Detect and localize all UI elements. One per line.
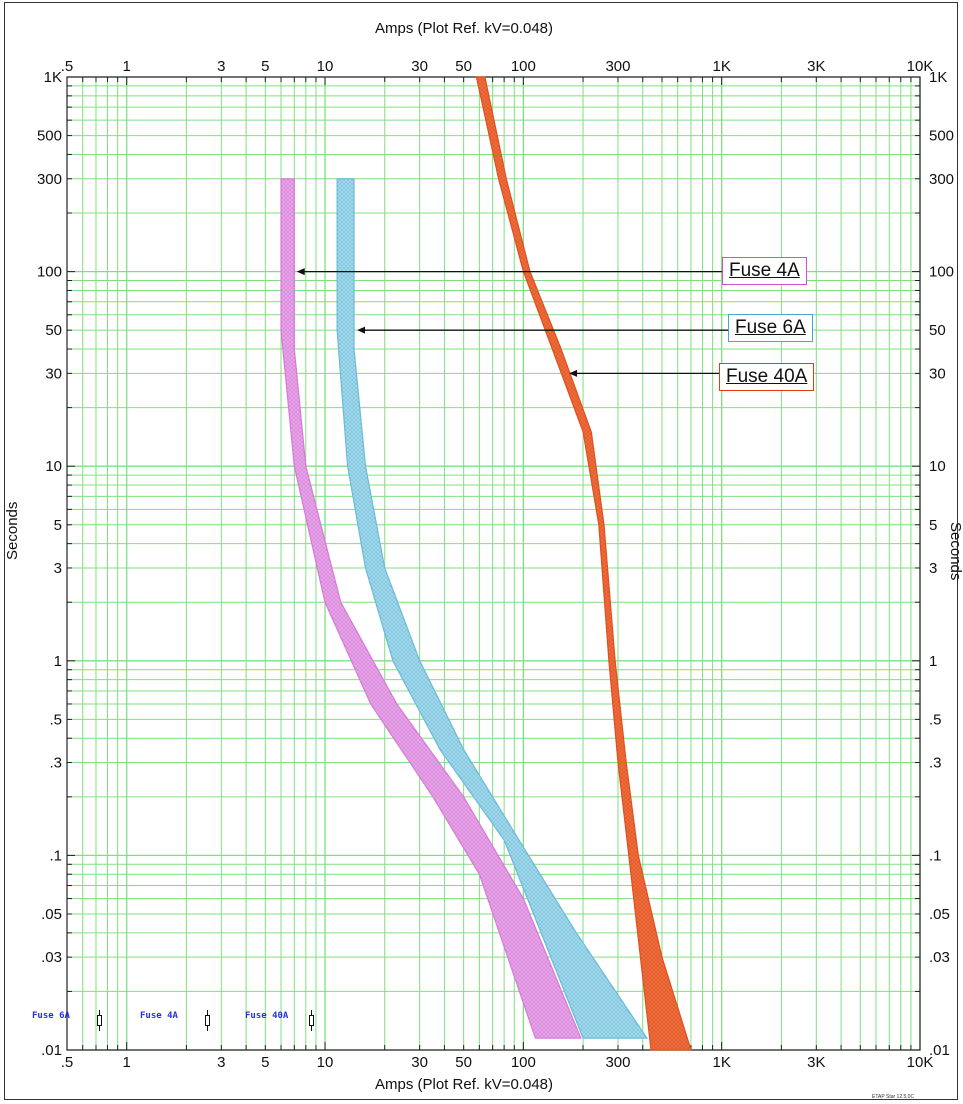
y-tick-label-left: .3 <box>49 755 62 772</box>
x-tick-label-top: 100 <box>511 58 536 75</box>
x-tick-label-bottom: 5 <box>261 1054 269 1071</box>
annotation-fuse-40a: Fuse 40A <box>719 363 815 391</box>
y-tick-label-right: 50 <box>929 322 946 339</box>
x-tick-label-top: 3K <box>807 58 825 75</box>
x-tick-label-top: 1 <box>123 58 131 75</box>
x-tick-label-bottom: 50 <box>455 1054 472 1071</box>
x-tick-label-top: 1K <box>712 58 730 75</box>
footer-note: ETAP Star 12.5.0C <box>872 1094 915 1100</box>
y-tick-label-left: 50 <box>45 322 62 339</box>
y-tick-label-left: 10 <box>45 458 62 475</box>
x-tick-label-bottom: 10K <box>907 1054 934 1071</box>
bottom-legend-fuse-4a-label: Fuse 4A <box>140 1011 178 1021</box>
y-tick-label-left: .03 <box>41 949 62 966</box>
annotation-arrows <box>296 268 728 377</box>
y-tick-label-right: 100 <box>929 264 954 281</box>
plot-border <box>66 76 921 1051</box>
fuse-symbol-icon <box>309 1010 314 1031</box>
x-tick-label-bottom: 100 <box>511 1054 536 1071</box>
x-tick-label-top: 10K <box>907 58 934 75</box>
x-tick-label-bottom: 30 <box>411 1054 428 1071</box>
y-tick-label-right: 5 <box>929 517 937 534</box>
fuse-symbol-icon <box>205 1010 210 1031</box>
y-tick-label-left: 500 <box>37 128 62 145</box>
y-tick-label-right: .05 <box>929 906 950 923</box>
x-tick-label-bottom: 3K <box>807 1054 825 1071</box>
x-tick-label-top: 30 <box>411 58 428 75</box>
y-tick-label-right: .5 <box>929 711 942 728</box>
tick-labels: .5 .5 1 1 3 3 5 5 10 10 30 30 50 50 100 100 300 300 1K 1K 3K… <box>37 58 954 1071</box>
y-tick-label-left: .05 <box>41 906 62 923</box>
y-tick-label-right: .01 <box>929 1042 950 1059</box>
y-tick-label-right: 300 <box>929 171 954 188</box>
y-tick-label-left: .5 <box>49 711 62 728</box>
y-tick-label-right: .1 <box>929 847 942 864</box>
x-tick-label-top: .5 <box>61 58 74 75</box>
y-tick-label-left: .1 <box>49 847 62 864</box>
x-tick-label-top: 50 <box>455 58 472 75</box>
x-tick-label-bottom: .5 <box>61 1054 74 1071</box>
fuse-4a-band <box>280 178 582 1039</box>
annotation-fuse-4a: Fuse 4A <box>722 257 807 285</box>
y-tick-label-right: 3 <box>929 560 937 577</box>
x-tick-label-bottom: 300 <box>605 1054 630 1071</box>
y-tick-label-right: 500 <box>929 128 954 145</box>
y-tick-label-left: .01 <box>41 1042 62 1059</box>
x-axis-title-bottom: Amps (Plot Ref. kV=0.048) <box>375 1076 553 1093</box>
fuse-6a-arrowhead <box>357 326 366 334</box>
fuse-40a-arrowhead <box>569 369 578 377</box>
x-axis-title-top: Amps (Plot Ref. kV=0.048) <box>375 20 553 37</box>
fuse-symbol-icon <box>97 1010 102 1031</box>
y-axis-title-left: Seconds <box>4 501 21 560</box>
y-tick-label-right: .03 <box>929 949 950 966</box>
y-tick-label-right: 10 <box>929 458 946 475</box>
y-tick-label-left: 1K <box>44 69 62 86</box>
fuse-6a-band <box>336 178 649 1039</box>
y-tick-label-right: 30 <box>929 365 946 382</box>
fuse-4a-arrowhead <box>296 268 305 276</box>
x-tick-label-bottom: 1K <box>712 1054 730 1071</box>
y-tick-label-left: 30 <box>45 365 62 382</box>
y-tick-label-left: 300 <box>37 171 62 188</box>
plot-frame <box>4 2 958 1100</box>
x-tick-label-bottom: 1 <box>123 1054 131 1071</box>
annotation-fuse-6a: Fuse 6A <box>728 314 813 342</box>
y-axis-title-right: Seconds <box>947 522 963 581</box>
y-tick-label-left: 3 <box>54 560 62 577</box>
y-tick-label-left: 1 <box>54 653 62 670</box>
x-tick-label-top: 10 <box>317 58 334 75</box>
y-tick-label-left: 5 <box>54 517 62 534</box>
x-tick-label-top: 300 <box>605 58 630 75</box>
x-tick-label-top: 3 <box>217 58 225 75</box>
y-tick-label-left: 100 <box>37 264 62 281</box>
y-tick-label-right: .3 <box>929 755 942 772</box>
x-tick-label-top: 5 <box>261 58 269 75</box>
y-tick-label-right: 1K <box>929 69 947 86</box>
x-tick-label-bottom: 10 <box>317 1054 334 1071</box>
bottom-legend-fuse-40a-label: Fuse 40A <box>245 1011 289 1021</box>
bottom-legend-fuse-6a-label: Fuse 6A <box>32 1011 70 1021</box>
fuse-40a-band <box>475 76 692 1051</box>
x-tick-label-bottom: 3 <box>217 1054 225 1071</box>
fuse-bands <box>280 76 692 1051</box>
y-tick-label-right: 1 <box>929 653 937 670</box>
